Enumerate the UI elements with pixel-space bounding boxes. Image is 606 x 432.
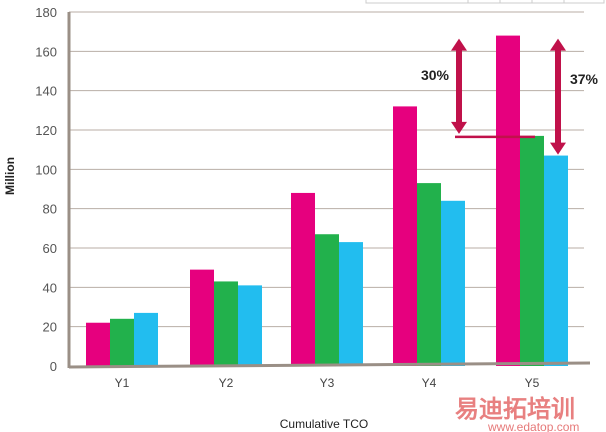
annotation-label: 37%: [570, 71, 599, 87]
bar-y4-series-2: [417, 183, 441, 366]
bar-y2-series-3: [238, 285, 262, 366]
x-axis-label: Cumulative TCO: [280, 417, 368, 431]
bar-y3-series-1: [291, 192, 315, 366]
annotation-label: 30%: [421, 67, 450, 83]
bar-y1-series-2: [110, 318, 134, 366]
bar-y1-series-1: [86, 322, 110, 366]
x-tick-label: Y3: [320, 376, 335, 390]
bar-y4-series-3: [441, 200, 465, 366]
y-tick-label: 0: [50, 359, 57, 374]
y-tick-label: 80: [43, 202, 57, 217]
bar-y4-series-1: [393, 106, 417, 367]
x-tick-label: Y4: [422, 376, 437, 390]
watermark-url: www.edatop.com: [487, 420, 579, 432]
arrow-head-down-icon: [451, 121, 467, 134]
watermark-brand: 易迪拓培训: [455, 395, 575, 423]
top-table-fragment: [365, 0, 605, 4]
y-tick-label: 160: [35, 44, 57, 59]
y-tick-label: 100: [35, 162, 57, 177]
arrow-30-percent: [451, 38, 467, 134]
bar-y2-series-2: [214, 281, 238, 366]
y-tick-label: 60: [43, 241, 57, 256]
bar-y2-series-1: [190, 269, 214, 366]
x-axis-line: [68, 361, 591, 369]
arrow-shaft: [456, 48, 462, 124]
arrow-head-down-icon: [550, 142, 566, 155]
x-tick-label: Y1: [115, 376, 130, 390]
y-tick-label: 40: [43, 280, 57, 295]
arrow-head-up-icon: [451, 38, 467, 51]
bar-y3-series-3: [339, 242, 363, 366]
bar-y1-series-3: [134, 312, 158, 366]
bar-y5-series-1: [496, 35, 520, 366]
bar-y5-series-2: [520, 135, 544, 366]
y-tick-label: 140: [35, 84, 57, 99]
arrow-shaft: [555, 48, 561, 145]
arrow-37-percent: [550, 38, 566, 155]
y-tick-label: 20: [43, 320, 57, 335]
y-tick-label: 180: [35, 5, 57, 20]
y-axis-label: Million: [3, 157, 17, 195]
y-tick-label: 120: [35, 123, 57, 138]
x-tick-label: Y2: [219, 376, 234, 390]
x-tick-label: Y5: [525, 376, 540, 390]
arrow-head-up-icon: [550, 38, 566, 51]
bar-y3-series-2: [315, 234, 339, 366]
bar-y5-series-3: [544, 155, 568, 366]
